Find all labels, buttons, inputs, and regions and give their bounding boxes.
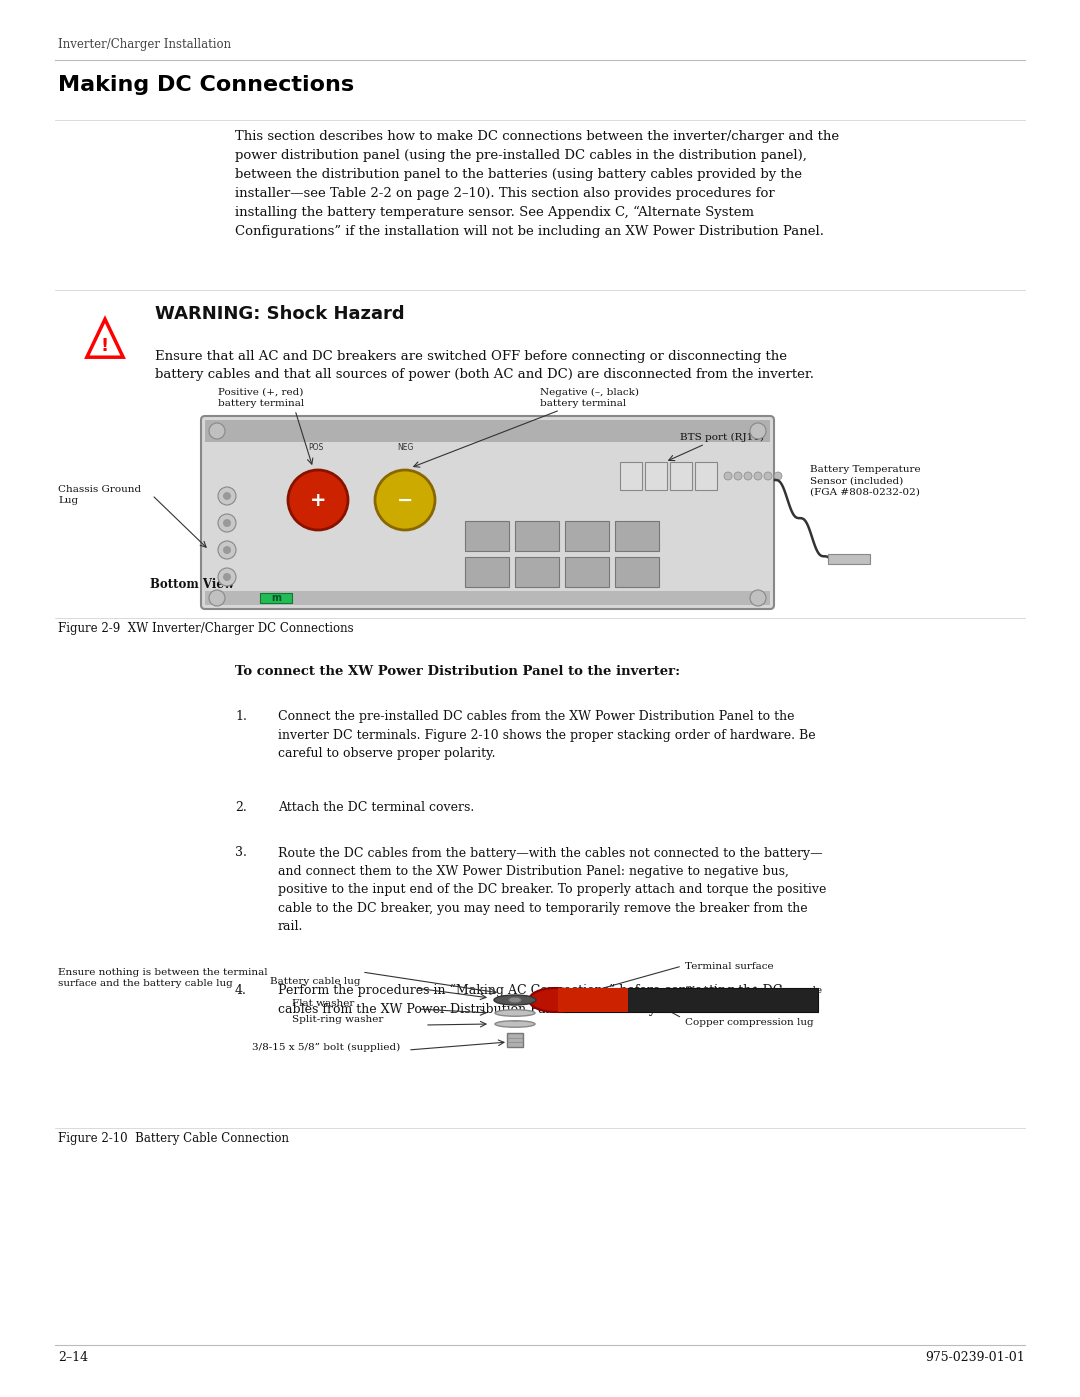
Bar — [645, 462, 667, 490]
Ellipse shape — [495, 1021, 535, 1027]
Text: Making DC Connections: Making DC Connections — [58, 75, 354, 95]
Text: Battery cable lug: Battery cable lug — [270, 977, 361, 986]
Ellipse shape — [509, 997, 522, 1003]
Text: 3/8-15 x 5/8” bolt (supplied): 3/8-15 x 5/8” bolt (supplied) — [252, 1044, 401, 1052]
Text: Flat washer: Flat washer — [292, 999, 354, 1009]
Ellipse shape — [494, 995, 536, 1004]
Text: +: + — [310, 490, 326, 510]
Text: WARNING: Shock Hazard: WARNING: Shock Hazard — [156, 305, 405, 323]
Text: Ensure nothing is between the terminal
surface and the battery cable lug: Ensure nothing is between the terminal s… — [58, 968, 268, 989]
Text: Split-ring washer: Split-ring washer — [292, 1016, 383, 1024]
Text: Route the DC cables from the battery—with the cables not connected to the batter: Route the DC cables from the battery—wit… — [278, 847, 826, 933]
Bar — [465, 521, 509, 550]
Bar — [515, 521, 559, 550]
Text: 2.: 2. — [235, 802, 246, 814]
Circle shape — [210, 423, 225, 439]
Circle shape — [744, 472, 752, 481]
Circle shape — [210, 590, 225, 606]
Circle shape — [222, 520, 231, 527]
Bar — [696, 462, 717, 490]
Bar — [205, 591, 770, 605]
Text: Ensure that all AC and DC breakers are switched OFF before connecting or disconn: Ensure that all AC and DC breakers are s… — [156, 351, 814, 381]
Bar — [507, 1032, 523, 1046]
Text: Figure 2-10  Battery Cable Connection: Figure 2-10 Battery Cable Connection — [58, 1132, 289, 1146]
Text: 975-0239-01-01: 975-0239-01-01 — [926, 1351, 1025, 1363]
Bar — [558, 988, 818, 1011]
Text: Copper compression lug: Copper compression lug — [685, 1018, 813, 1027]
Text: Shrink-wrap to color-code
the cable: Shrink-wrap to color-code the cable — [685, 986, 822, 1006]
Text: BTS port (RJ11): BTS port (RJ11) — [680, 433, 764, 441]
Text: Battery Temperature
Sensor (included)
(FGA #808-0232-02): Battery Temperature Sensor (included) (F… — [810, 465, 920, 497]
Circle shape — [218, 514, 237, 532]
Circle shape — [774, 472, 782, 481]
Text: This section describes how to make DC connections between the inverter/charger a: This section describes how to make DC co… — [235, 130, 839, 239]
Bar — [670, 462, 692, 490]
Text: Bottom View: Bottom View — [150, 578, 234, 591]
Text: 4.: 4. — [235, 983, 247, 997]
Text: POS: POS — [309, 443, 324, 453]
Text: !: ! — [100, 337, 109, 355]
Circle shape — [764, 472, 772, 481]
Circle shape — [754, 472, 762, 481]
Text: NEG: NEG — [396, 443, 414, 453]
Text: 2–14: 2–14 — [58, 1351, 89, 1363]
Text: Attach the DC terminal covers.: Attach the DC terminal covers. — [278, 802, 474, 814]
Bar — [565, 521, 609, 550]
Circle shape — [218, 569, 237, 585]
Text: Negative (–, black)
battery terminal: Negative (–, black) battery terminal — [540, 387, 639, 408]
Circle shape — [222, 546, 231, 555]
Bar — [615, 557, 659, 587]
Circle shape — [734, 472, 742, 481]
Text: 3.: 3. — [235, 847, 247, 859]
Circle shape — [288, 469, 348, 529]
Circle shape — [375, 469, 435, 529]
Text: Positive (+, red)
battery terminal: Positive (+, red) battery terminal — [218, 387, 305, 408]
Bar — [828, 555, 870, 564]
Bar — [465, 557, 509, 587]
Circle shape — [222, 573, 231, 581]
Bar — [205, 420, 770, 441]
Circle shape — [750, 423, 766, 439]
Text: Perform the procedures in “Making AC Connections” before connecting the DC
cable: Perform the procedures in “Making AC Con… — [278, 983, 782, 1016]
Bar — [565, 557, 609, 587]
Text: Inverter/Charger Installation: Inverter/Charger Installation — [58, 38, 231, 52]
Text: m: m — [271, 592, 281, 604]
Circle shape — [222, 492, 231, 500]
Circle shape — [750, 590, 766, 606]
Polygon shape — [86, 319, 123, 358]
Text: Chassis Ground
Lug: Chassis Ground Lug — [58, 485, 141, 506]
Bar — [620, 462, 642, 490]
Circle shape — [724, 472, 732, 481]
Ellipse shape — [495, 1010, 535, 1016]
Bar — [515, 557, 559, 587]
Circle shape — [218, 541, 237, 559]
Text: 1.: 1. — [235, 710, 247, 724]
Text: Figure 2-9  XW Inverter/Charger DC Connections: Figure 2-9 XW Inverter/Charger DC Connec… — [58, 622, 353, 636]
Text: Connect the pre-installed DC cables from the XW Power Distribution Panel to the
: Connect the pre-installed DC cables from… — [278, 710, 815, 760]
Bar — [615, 521, 659, 550]
Bar — [260, 592, 292, 604]
Text: To connect the XW Power Distribution Panel to the inverter:: To connect the XW Power Distribution Pan… — [235, 665, 680, 678]
Ellipse shape — [529, 988, 581, 1011]
Circle shape — [218, 488, 237, 504]
Text: −: − — [396, 490, 414, 510]
Ellipse shape — [600, 990, 639, 1010]
FancyBboxPatch shape — [201, 416, 774, 609]
Text: Terminal surface: Terminal surface — [685, 963, 773, 971]
Bar — [558, 988, 627, 1011]
